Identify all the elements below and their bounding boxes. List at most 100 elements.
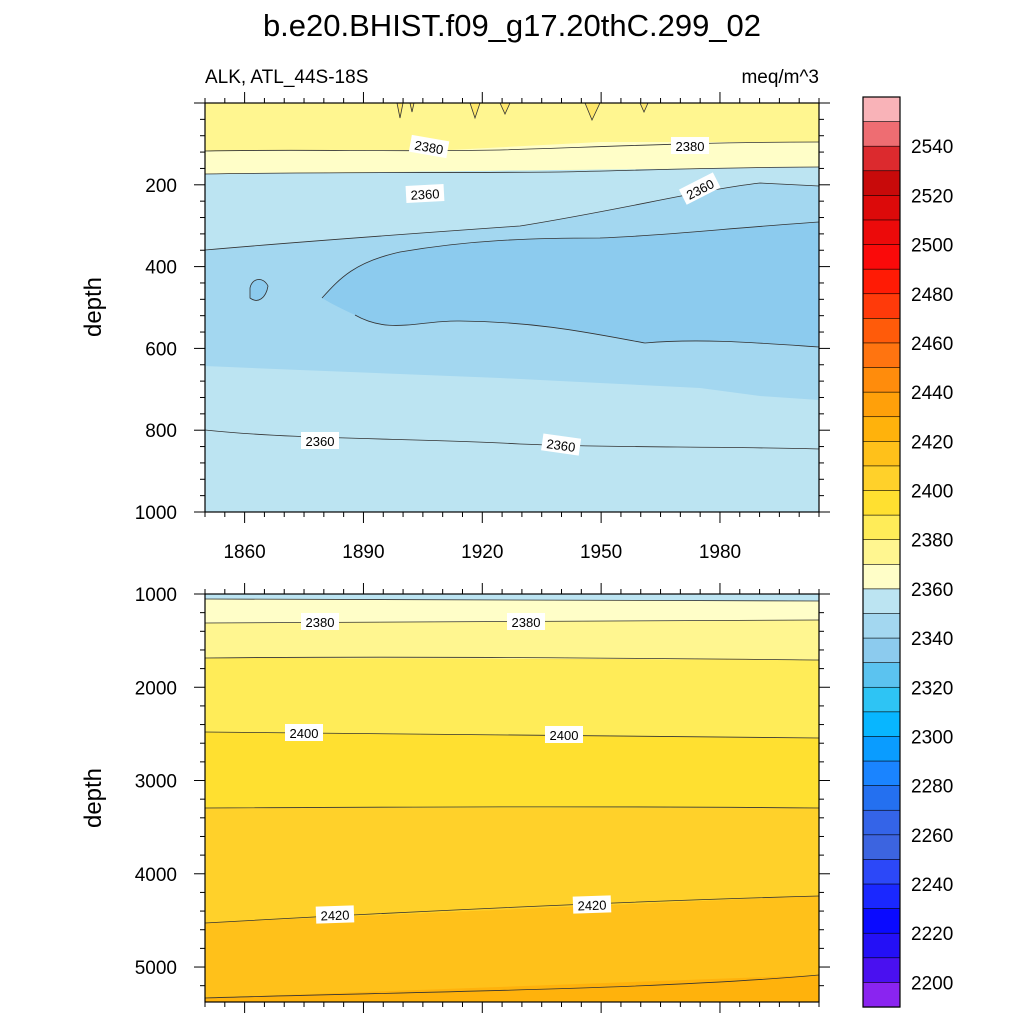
colorbar-swatch [862, 318, 901, 344]
units-label: meq/m^3 [741, 67, 819, 88]
contour-label: 2360 [405, 184, 445, 203]
contour-label: 2400 [285, 724, 323, 741]
contour-label: 2360 [541, 433, 582, 456]
lower-plot-frame [204, 593, 820, 1003]
svg-text:2420: 2420 [577, 897, 606, 913]
y-tick-label: 600 [145, 339, 177, 360]
colorbar-swatch [862, 367, 901, 393]
colorbar-label: 2360 [911, 580, 953, 601]
colorbar-swatch [862, 219, 901, 246]
upper-y-axis-label: depth [80, 277, 107, 337]
colorbar-swatch [862, 490, 901, 516]
colorbar-swatch [862, 293, 901, 319]
colorbar-swatch [862, 588, 901, 615]
upper-contour-labels: 2380 2380 2360 2360 2360 2360 [301, 134, 721, 456]
svg-text:2400: 2400 [550, 728, 579, 743]
y-tick-label: 5000 [135, 958, 177, 979]
svg-text:2380: 2380 [512, 615, 541, 630]
colorbar-swatch [862, 908, 901, 934]
lower-contour-fills [205, 594, 819, 1002]
colorbar-swatch [862, 96, 901, 123]
colorbar-label: 2200 [911, 973, 953, 994]
contour-label: 2380 [507, 613, 545, 630]
colorbar-label: 2520 [911, 186, 953, 207]
colorbar-swatch [862, 760, 901, 787]
upper-panel: 1860 1890 1920 1950 1980 200 400 600 800 1000 dep… [80, 92, 830, 563]
colorbar-frame [862, 96, 901, 1008]
colorbar-swatch [862, 809, 901, 836]
colorbar-swatch [862, 711, 901, 738]
colorbar-swatch [862, 268, 901, 295]
contour-label: 2380 [671, 137, 709, 154]
colorbar-swatch [862, 736, 901, 762]
svg-text:2360: 2360 [410, 186, 440, 202]
colorbar-label: 2280 [911, 777, 953, 798]
y-tick-label: 1000 [135, 585, 177, 606]
colorbar-label: 2260 [911, 826, 953, 847]
lower-axis-ticks: 1000 2000 3000 4000 5000 [135, 583, 830, 1013]
colorbar-swatch [862, 342, 901, 369]
colorbar: 2540 2520 2500 2480 2460 2440 2420 2400 2380 2360… [862, 96, 953, 1008]
lower-panel: 1000 2000 3000 4000 5000 depth 2380 2380 240… [80, 583, 830, 1013]
y-tick-label: 3000 [135, 772, 177, 793]
colorbar-swatch [862, 982, 901, 1008]
contour-label: 2360 [301, 432, 339, 449]
colorbar-label: 2440 [911, 383, 953, 404]
x-tick-label: 1860 [223, 542, 265, 563]
x-tick-label: 1950 [580, 542, 622, 563]
colorbar-swatch [862, 957, 901, 984]
colorbar-label: 2320 [911, 678, 953, 699]
colorbar-label: 2380 [911, 531, 953, 552]
colorbar-swatch [862, 121, 901, 147]
colorbar-swatch [862, 834, 901, 861]
colorbar-label: 2400 [911, 482, 953, 503]
colorbar-swatch [862, 932, 901, 959]
chart-title: b.e20.BHIST.f09_g17.20thC.299_02 [263, 8, 761, 43]
svg-text:2380: 2380 [413, 138, 444, 158]
colorbar-swatch [862, 859, 901, 885]
colorbar-label: 2500 [911, 236, 953, 257]
colorbar-swatch [862, 170, 901, 196]
svg-text:2360: 2360 [306, 434, 335, 449]
colorbar-label: 2220 [911, 924, 953, 945]
contour-label: 2380 [408, 134, 450, 159]
y-tick-label: 400 [145, 258, 177, 279]
colorbar-swatch [862, 465, 901, 492]
colorbar-swatch [862, 563, 901, 590]
colorbar-label: 2540 [911, 137, 953, 158]
colorbar-label: 2420 [911, 432, 953, 453]
colorbar-swatch [862, 539, 901, 565]
colorbar-swatch [862, 416, 901, 442]
colorbar-swatch [862, 441, 901, 467]
colorbar-label: 2240 [911, 875, 953, 896]
colorbar-swatch [862, 686, 901, 713]
svg-text:2380: 2380 [306, 615, 335, 630]
colorbar-swatch [862, 244, 901, 270]
x-tick-label: 1920 [461, 542, 503, 563]
contour-label: 2420 [315, 905, 355, 924]
colorbar-label: 2460 [911, 334, 953, 355]
colorbar-label: 2340 [911, 629, 953, 650]
colorbar-swatch [862, 145, 901, 172]
svg-text:2360: 2360 [546, 436, 577, 455]
colorbar-swatch [862, 391, 901, 418]
colorbar-swatch [862, 662, 901, 688]
colorbar-swatch [862, 613, 901, 639]
y-tick-label: 800 [145, 421, 177, 442]
colorbar-swatch [862, 514, 901, 541]
colorbar-swatch [862, 883, 901, 910]
colorbar-swatch [862, 637, 901, 664]
x-tick-label: 1890 [342, 542, 384, 563]
colorbar-label: 2480 [911, 285, 953, 306]
colorbar-swatch [862, 195, 901, 221]
x-tick-label: 1980 [699, 542, 741, 563]
colorbar-label: 2300 [911, 727, 953, 748]
lower-contour-labels: 2380 2380 2400 2400 2420 2420 [285, 613, 612, 924]
y-tick-label: 2000 [135, 678, 177, 699]
contour-label: 2380 [301, 613, 339, 630]
contour-label: 2420 [572, 895, 612, 914]
upper-axis-ticks: 1860 1890 1920 1950 1980 200 400 600 800 1000 [135, 92, 830, 563]
svg-text:2420: 2420 [320, 907, 349, 923]
svg-text:2380: 2380 [676, 139, 705, 154]
